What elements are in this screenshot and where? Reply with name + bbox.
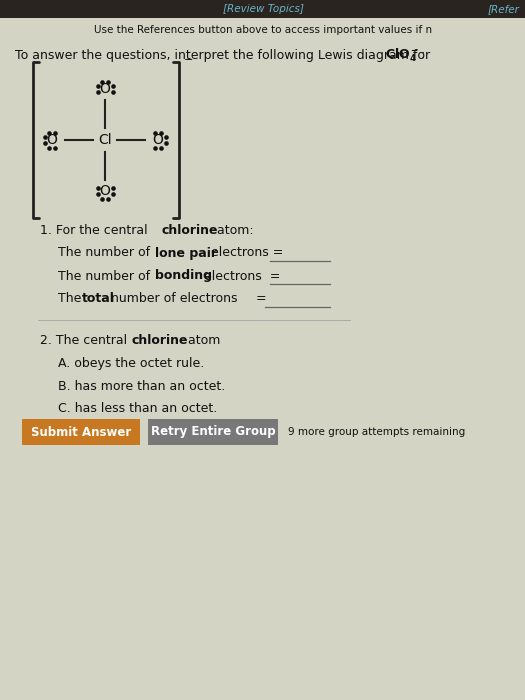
Text: O: O bbox=[100, 82, 110, 96]
Text: To answer the questions, interpret the following Lewis diagram for: To answer the questions, interpret the f… bbox=[15, 48, 434, 62]
Text: atom: atom bbox=[184, 333, 220, 346]
Text: [Review Topics]: [Review Topics] bbox=[223, 4, 303, 14]
Text: [Refer: [Refer bbox=[488, 4, 520, 14]
Text: C. has less than an octet.: C. has less than an octet. bbox=[58, 402, 217, 416]
Text: The number of: The number of bbox=[58, 270, 154, 283]
Text: O: O bbox=[153, 133, 163, 147]
Text: electrons  =: electrons = bbox=[200, 270, 280, 283]
Text: Cl: Cl bbox=[98, 133, 112, 147]
Text: lone pair: lone pair bbox=[155, 246, 217, 260]
Text: =: = bbox=[256, 293, 267, 305]
Text: The number of: The number of bbox=[58, 246, 154, 260]
Text: O: O bbox=[100, 184, 110, 198]
Text: O: O bbox=[47, 133, 57, 147]
FancyBboxPatch shape bbox=[0, 0, 525, 18]
Text: B. has more than an octet.: B. has more than an octet. bbox=[58, 379, 225, 393]
Text: −: − bbox=[184, 55, 193, 65]
Text: chlorine: chlorine bbox=[132, 333, 188, 346]
Text: atom:: atom: bbox=[213, 223, 254, 237]
FancyBboxPatch shape bbox=[22, 419, 140, 445]
Text: 2. The central: 2. The central bbox=[40, 333, 131, 346]
Text: $\mathbf{ClO_4^-}$:: $\mathbf{ClO_4^-}$: bbox=[385, 46, 425, 64]
Text: Retry Entire Group: Retry Entire Group bbox=[151, 426, 275, 438]
Text: chlorine: chlorine bbox=[161, 223, 217, 237]
Text: Use the References button above to access important values if n: Use the References button above to acces… bbox=[94, 25, 432, 35]
Text: The: The bbox=[58, 293, 86, 305]
Text: total: total bbox=[82, 293, 115, 305]
Text: A. obeys the octet rule.: A. obeys the octet rule. bbox=[58, 356, 204, 370]
Text: Submit Answer: Submit Answer bbox=[31, 426, 131, 438]
FancyBboxPatch shape bbox=[148, 419, 278, 445]
Text: 1. For the central: 1. For the central bbox=[40, 223, 152, 237]
Text: electrons =: electrons = bbox=[207, 246, 284, 260]
Text: number of electrons: number of electrons bbox=[107, 293, 237, 305]
Text: bonding: bonding bbox=[155, 270, 212, 283]
Text: 9 more group attempts remaining: 9 more group attempts remaining bbox=[288, 427, 465, 437]
